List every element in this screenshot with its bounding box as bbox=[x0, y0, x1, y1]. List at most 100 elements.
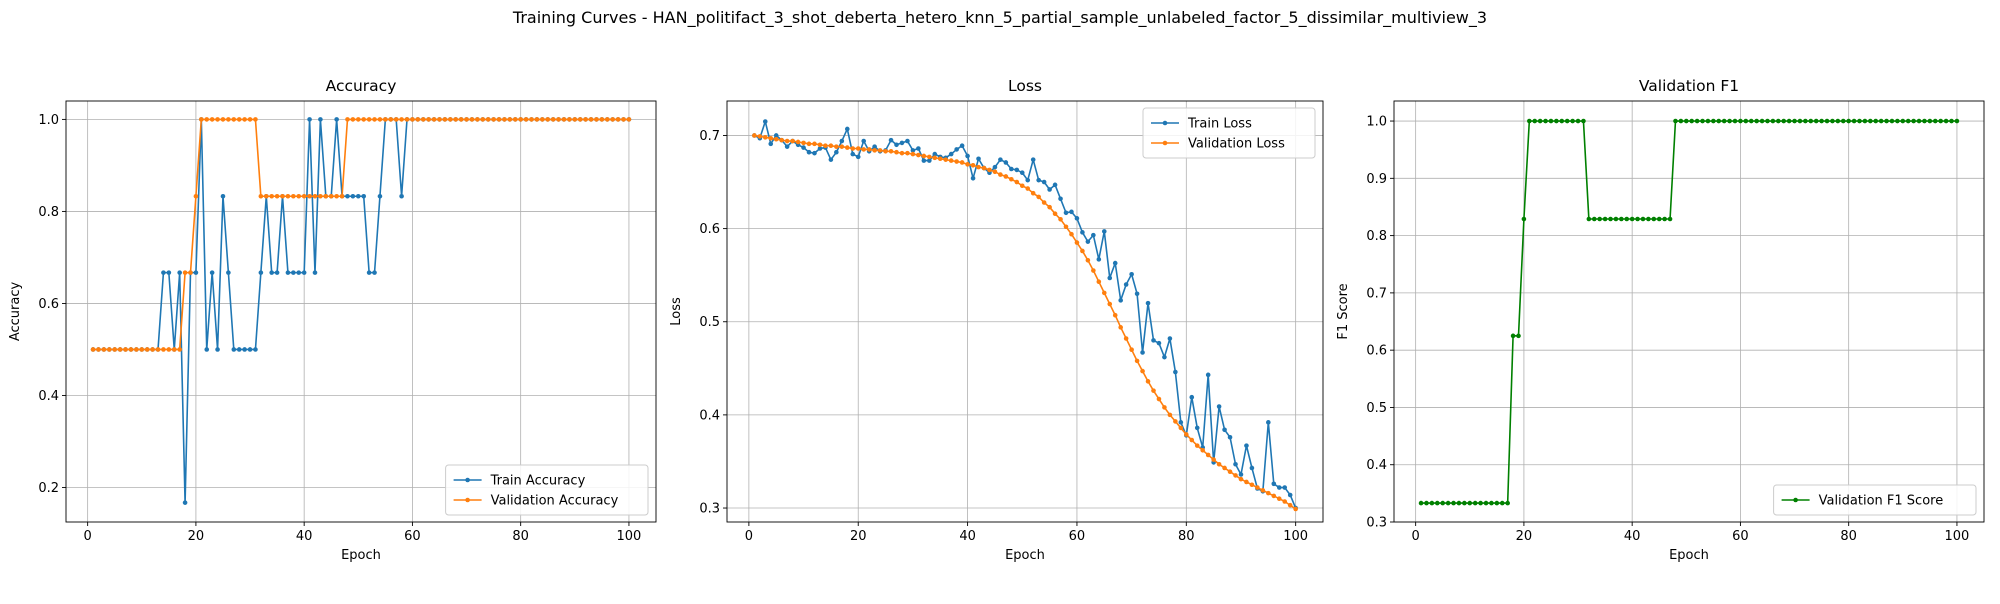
chart-loss-validation-loss-point bbox=[823, 143, 828, 149]
chart-loss-train-loss-point bbox=[1276, 485, 1282, 490]
chart-loss-x-tick-label: 80 bbox=[1178, 529, 1195, 544]
chart-accuracy-x-tick-label: 20 bbox=[188, 529, 205, 544]
chart-loss-train-loss-point bbox=[1287, 492, 1293, 498]
chart-validation-f1-validation-f1-score-point bbox=[1548, 118, 1554, 124]
chart-loss-validation-loss-point bbox=[965, 162, 970, 167]
chart-validation-f1-validation-f1-score-point bbox=[1808, 118, 1814, 124]
chart-accuracy-validation-accuracy-point bbox=[453, 117, 459, 122]
chart-accuracy-validation-accuracy-point bbox=[171, 347, 177, 352]
chart-accuracy-validation-accuracy-point bbox=[399, 117, 404, 122]
chart-accuracy-validation-accuracy-point bbox=[226, 117, 231, 122]
chart-validation-f1-validation-f1-score-point bbox=[1613, 216, 1619, 222]
chart-loss-validation-loss-point bbox=[877, 148, 883, 153]
chart-loss-validation-loss-point bbox=[1003, 174, 1009, 179]
chart-accuracy-validation-accuracy-point bbox=[161, 347, 166, 352]
chart-loss-train-loss-point bbox=[1123, 282, 1129, 287]
chart-loss-validation-loss-point bbox=[790, 138, 795, 144]
chart-accuracy-train-accuracy-point bbox=[258, 270, 264, 275]
chart-accuracy-validation-accuracy-point bbox=[572, 117, 578, 122]
chart-loss-train-loss-point bbox=[806, 149, 812, 155]
chart-accuracy-validation-accuracy-point bbox=[518, 117, 523, 122]
chart-loss-validation-loss-point bbox=[1091, 268, 1096, 273]
chart-loss-validation-loss-point bbox=[948, 158, 954, 163]
chart-validation-f1-validation-f1-score-point bbox=[1759, 118, 1765, 124]
chart-loss-train-loss-point bbox=[1266, 420, 1271, 425]
chart-accuracy-y-tick-label: 1.0 bbox=[38, 113, 59, 128]
chart-loss-validation-loss-point bbox=[921, 153, 927, 159]
chart-loss-train-loss-point bbox=[916, 146, 921, 151]
chart-validation-f1-validation-f1-score-point bbox=[1732, 118, 1738, 124]
chart-accuracy-validation-accuracy-point bbox=[242, 117, 247, 122]
chart-loss-validation-loss-point bbox=[1266, 490, 1271, 496]
chart-validation-f1-validation-f1-score-point bbox=[1624, 216, 1630, 222]
chart-loss-train-loss-point bbox=[910, 148, 916, 153]
chart-validation-f1-validation-f1-score-point bbox=[1478, 500, 1483, 506]
chart-loss-validation-loss-point bbox=[752, 133, 757, 138]
chart-loss-x-tick-label: 60 bbox=[1069, 529, 1086, 544]
chart-loss-train-loss-point bbox=[976, 156, 981, 162]
chart-accuracy-validation-accuracy-point bbox=[182, 270, 188, 275]
chart-loss-validation-loss-point bbox=[866, 147, 872, 152]
chart-loss-legend-validation-loss-marker bbox=[1162, 140, 1168, 146]
chart-loss-validation-loss-point bbox=[987, 167, 992, 173]
chart-loss-train-loss-point bbox=[1025, 177, 1031, 183]
chart-loss-validation-loss-point bbox=[1216, 461, 1222, 467]
chart-accuracy-validation-accuracy-point bbox=[372, 117, 377, 122]
chart-accuracy-train-accuracy-point bbox=[253, 347, 258, 352]
chart-validation-f1-validation-f1-score-point bbox=[1878, 118, 1884, 124]
chart-validation-f1-validation-f1-score-point bbox=[1873, 118, 1879, 124]
chart-loss-train-loss-point bbox=[1036, 177, 1041, 183]
figure-title: Training Curves - HAN_politifact_3_shot_… bbox=[512, 8, 1488, 27]
chart-loss-train-loss-point bbox=[1156, 340, 1162, 346]
chart-accuracy-validation-accuracy-point bbox=[334, 193, 339, 199]
chart-accuracy-validation-accuracy-point bbox=[512, 117, 518, 122]
chart-loss-validation-loss-point bbox=[1293, 506, 1298, 512]
chart-validation-f1-validation-f1-score-point bbox=[1635, 216, 1640, 222]
chart-validation-f1-validation-f1-score-point bbox=[1916, 118, 1922, 124]
chart-validation-f1-validation-f1-score-point bbox=[1516, 333, 1521, 339]
chart-validation-f1-validation-f1-score-point bbox=[1591, 216, 1597, 222]
chart-accuracy-validation-accuracy-point bbox=[469, 117, 475, 122]
chart-loss-validation-loss-point bbox=[1112, 312, 1118, 318]
chart-accuracy-y-axis-label: Accuracy bbox=[8, 282, 23, 342]
chart-validation-f1-validation-f1-score-point bbox=[1705, 118, 1711, 124]
chart-loss-validation-loss-point bbox=[773, 136, 779, 142]
chart-accuracy-validation-accuracy-point bbox=[442, 117, 448, 122]
chart-validation-f1-y-tick-label: 0.7 bbox=[1366, 286, 1387, 301]
chart-accuracy-train-accuracy-point bbox=[274, 270, 280, 275]
chart-loss-train-loss-point bbox=[855, 154, 861, 160]
chart-validation-f1-validation-f1-score-point bbox=[1927, 118, 1933, 124]
chart-validation-f1-validation-f1-score-point bbox=[1803, 118, 1808, 124]
chart-validation-f1-validation-f1-score-point bbox=[1651, 216, 1657, 222]
chart-validation-f1-validation-f1-score-point bbox=[1564, 118, 1570, 124]
chart-loss-train-loss-point bbox=[861, 138, 866, 144]
chart-accuracy-validation-accuracy-point bbox=[144, 347, 150, 352]
chart-loss-validation-loss-point bbox=[1282, 499, 1288, 504]
chart-accuracy-title: Accuracy bbox=[326, 77, 397, 95]
chart-accuracy-validation-accuracy-point bbox=[502, 117, 507, 122]
chart-loss-train-loss-point bbox=[965, 153, 970, 159]
chart-accuracy-validation-accuracy-point bbox=[112, 347, 118, 352]
chart-validation-f1-validation-f1-score-point bbox=[1797, 118, 1803, 124]
chart-accuracy-y-tick-label: 0.6 bbox=[38, 297, 59, 312]
chart-accuracy-x-axis-label: Epoch bbox=[341, 548, 381, 563]
chart-validation-f1-validation-f1-score-point bbox=[1949, 118, 1954, 124]
chart-validation-f1-validation-f1-score-point bbox=[1792, 118, 1797, 124]
chart-accuracy-validation-accuracy-point bbox=[318, 193, 323, 199]
chart-loss-validation-loss-point bbox=[959, 160, 965, 165]
chart-accuracy-x-tick-label: 40 bbox=[296, 529, 313, 544]
chart-accuracy-validation-accuracy-point bbox=[621, 117, 626, 122]
chart-accuracy-validation-accuracy-point bbox=[485, 117, 491, 122]
chart-loss-y-tick-label: 0.4 bbox=[699, 408, 720, 423]
chart-loss-axes-frame bbox=[726, 100, 1324, 523]
chart-loss-train-loss-point bbox=[1063, 210, 1069, 216]
chart-accuracy-validation-accuracy-point bbox=[507, 117, 513, 122]
chart-accuracy-train-accuracy-point bbox=[355, 193, 361, 199]
chart-loss-validation-loss-point bbox=[1080, 248, 1085, 254]
chart-loss-train-loss-point bbox=[1041, 179, 1047, 185]
chart-loss-validation-loss-point bbox=[998, 172, 1003, 177]
chart-loss-train-loss-point bbox=[888, 137, 894, 143]
chart-loss-validation-loss-point bbox=[1063, 224, 1069, 230]
chart-loss-train-loss-point bbox=[1009, 166, 1014, 172]
